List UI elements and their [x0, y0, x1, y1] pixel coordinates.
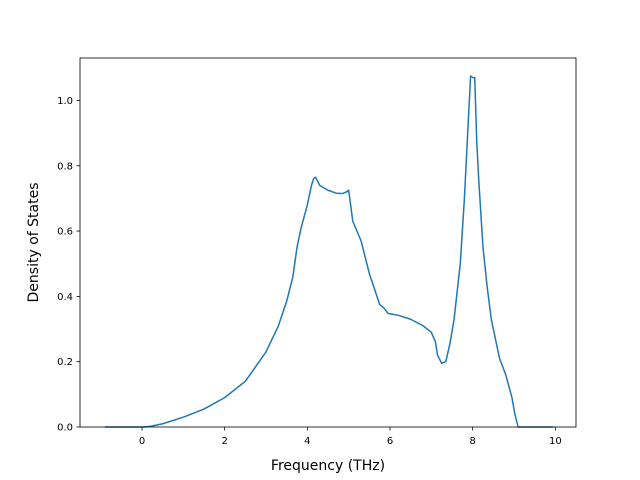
x-tick-label: 6	[387, 436, 393, 447]
x-axis-label: Frequency (THz)	[271, 458, 385, 474]
y-axis-label: Density of States	[26, 183, 42, 303]
x-tick-label: 2	[221, 436, 227, 447]
axes-frame	[79, 57, 577, 428]
y-tick-label: 1.0	[57, 96, 73, 107]
dos-series-line	[104, 75, 554, 428]
x-tick-label: 0	[139, 436, 145, 447]
y-tick-label: 0.8	[57, 161, 73, 172]
y-tick-label: 0.2	[57, 357, 73, 368]
y-tick-label: 0.6	[57, 227, 73, 238]
x-tick-label: 8	[469, 436, 475, 447]
y-tick-label: 0.0	[57, 423, 73, 434]
ticks-group: 0 2 4 6 8 10 0.0 0.2 0.4 0.6 0.8 1.0	[57, 96, 562, 447]
x-tick-label: 4	[304, 436, 310, 447]
x-tick-label: 10	[549, 436, 562, 447]
y-tick-label: 0.4	[57, 292, 73, 303]
